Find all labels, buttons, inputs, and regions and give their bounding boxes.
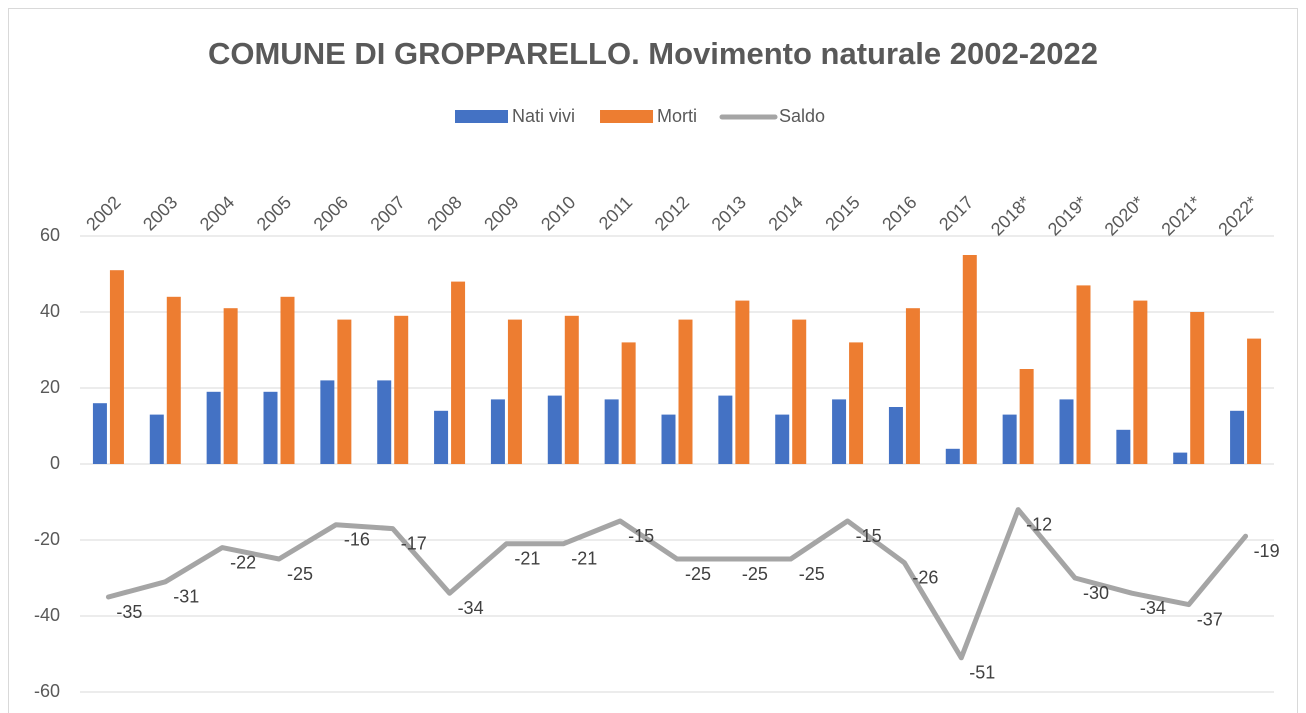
bar [206, 391, 221, 464]
y-tick-label: -20 [34, 529, 60, 549]
bar [507, 319, 522, 464]
bar [678, 319, 693, 464]
bar [109, 270, 124, 464]
bar [490, 399, 505, 464]
bar [1059, 399, 1074, 464]
bar [905, 308, 920, 464]
y-tick-label: 20 [40, 377, 60, 397]
legend-label: Nati vivi [512, 106, 575, 126]
bar [149, 414, 164, 464]
bar [1133, 300, 1148, 464]
line [105, 507, 1249, 661]
data-label: -21 [514, 549, 540, 569]
bar [320, 380, 335, 464]
bar [832, 399, 847, 464]
data-label: -31 [173, 587, 199, 607]
bar [1173, 452, 1188, 464]
data-label: -15 [628, 526, 654, 546]
bar [337, 319, 352, 464]
bar [1230, 410, 1245, 464]
bar [166, 296, 181, 464]
data-label: -21 [571, 549, 597, 569]
data-label: -30 [1083, 583, 1109, 603]
data-label: -25 [685, 564, 711, 584]
data-label: -19 [1254, 541, 1280, 561]
data-label: -16 [344, 530, 370, 550]
data-label: -25 [287, 564, 313, 584]
bar [1247, 338, 1262, 464]
legend-swatch [455, 110, 508, 123]
bar [849, 342, 864, 464]
data-label: -34 [1140, 598, 1166, 618]
bar [661, 414, 676, 464]
bar [223, 308, 238, 464]
bar [1076, 285, 1091, 464]
data-label: -26 [912, 568, 938, 588]
bar [775, 414, 790, 464]
y-tick-label: 60 [40, 225, 60, 245]
data-label: -37 [1197, 609, 1223, 629]
data-label: -25 [799, 564, 825, 584]
bar [1002, 414, 1017, 464]
bar [1019, 369, 1034, 464]
y-tick-label: -40 [34, 605, 60, 625]
bar [604, 399, 619, 464]
bar [1116, 429, 1131, 464]
data-label: -22 [230, 552, 256, 572]
data-label: -15 [856, 526, 882, 546]
bar [792, 319, 807, 464]
data-label: -34 [458, 598, 484, 618]
y-tick-label: -60 [34, 681, 60, 701]
bar [564, 315, 579, 464]
bar [394, 315, 409, 464]
data-label: -12 [1026, 514, 1052, 534]
bar [263, 391, 278, 464]
chart-title: COMUNE DI GROPPARELLO. Movimento natural… [208, 36, 1098, 71]
data-label: -35 [116, 602, 142, 622]
bar [280, 296, 295, 464]
bar [718, 395, 733, 464]
legend-label: Morti [657, 106, 697, 126]
data-label: -17 [401, 533, 427, 553]
bar [92, 403, 107, 464]
data-label: -25 [742, 564, 768, 584]
bar [888, 407, 903, 464]
bar [547, 395, 562, 464]
legend-label: Saldo [779, 106, 825, 126]
bar [377, 380, 392, 464]
bar [945, 448, 960, 464]
bar [962, 255, 977, 464]
bar [451, 281, 466, 464]
y-tick-label: 40 [40, 301, 60, 321]
y-tick-label: 0 [50, 453, 60, 473]
bar [434, 410, 449, 464]
bar [735, 300, 750, 464]
data-label: -51 [969, 663, 995, 683]
legend-swatch [600, 110, 654, 123]
bar [1190, 312, 1205, 464]
bar [621, 342, 636, 464]
